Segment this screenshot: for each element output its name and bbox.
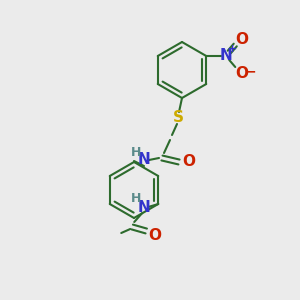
Text: O: O <box>149 227 162 242</box>
Text: O: O <box>182 154 196 169</box>
Text: H: H <box>131 146 141 158</box>
Text: N: N <box>220 49 233 64</box>
Text: O: O <box>236 32 249 46</box>
Text: S: S <box>172 110 184 125</box>
Text: N: N <box>138 200 151 214</box>
Text: N: N <box>138 152 150 166</box>
Text: O: O <box>236 65 249 80</box>
Text: −: − <box>244 64 256 78</box>
Text: H: H <box>131 193 141 206</box>
Text: +: + <box>228 44 237 54</box>
